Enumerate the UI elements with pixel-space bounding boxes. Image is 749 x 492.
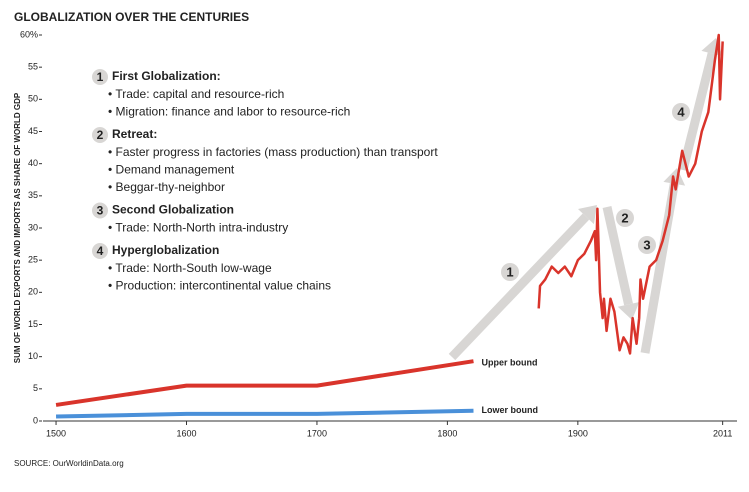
series-label: Lower bound — [481, 405, 538, 415]
y-tick-label: 15 — [28, 319, 38, 329]
arrow-shaft — [448, 213, 590, 361]
y-tick-label: 60% — [20, 29, 38, 39]
annotation-number: 2 — [97, 128, 104, 142]
x-tick-label: 2011 — [713, 428, 732, 438]
y-tick-label: 45 — [28, 126, 38, 136]
x-tick-label: 1800 — [437, 428, 457, 438]
annotation-bullet: • Migration: finance and labor to resour… — [108, 105, 350, 119]
annotation-number: 1 — [97, 70, 104, 84]
y-tick-label: 35 — [28, 190, 38, 200]
annotation-circle — [92, 69, 108, 85]
y-tick-label: 25 — [28, 255, 38, 265]
arrow-label-circle — [638, 236, 656, 254]
annotation-bullet: • Trade: North-North intra-industry — [108, 221, 288, 235]
arrow-label: 1 — [506, 264, 513, 279]
arrow-head — [577, 205, 597, 225]
y-tick-label: 0 — [33, 415, 38, 425]
annotation-heading: Hyperglobalization — [112, 243, 219, 257]
annotation-bullet: • Faster progress in factories (mass pro… — [108, 145, 438, 159]
annotation-bullet: • Trade: North-South low-wage — [108, 261, 272, 275]
x-tick-label: 1500 — [46, 428, 66, 438]
annotation-number: 4 — [97, 244, 104, 258]
annotation-circle — [92, 202, 108, 219]
annotation-bullet: • Beggar-thy-neighbor — [108, 180, 225, 194]
annotation-circle — [92, 243, 108, 259]
y-axis-label: SUM OF WORLD EXPORTS AND IMPORTS AS SHAR… — [13, 92, 22, 363]
annotation-bullet: • Demand management — [108, 163, 235, 177]
y-tick-label: 40 — [28, 158, 38, 168]
y-tick-label: 30 — [28, 222, 38, 232]
arrow-label: 2 — [621, 210, 628, 225]
arrow-label: 4 — [677, 104, 685, 119]
arrow-label-circle — [616, 209, 634, 227]
x-tick-label: 1700 — [307, 428, 327, 438]
y-tick-label: 20 — [28, 287, 38, 297]
annotation-bullet: • Trade: capital and resource-rich — [108, 87, 284, 101]
line — [537, 33, 724, 355]
x-tick-label: 1600 — [176, 428, 196, 438]
x-tick-label: 1900 — [568, 428, 588, 438]
line — [56, 408, 474, 419]
y-tick-label: 55 — [28, 62, 38, 72]
arrow-label: 3 — [643, 237, 650, 252]
annotation-heading: Second Globalization — [112, 203, 234, 217]
arrow-shaft — [678, 52, 717, 172]
arrow-label-circle — [501, 263, 519, 281]
annotation-circle — [92, 127, 108, 143]
source: SOURCE: OurWorldinData.org — [14, 459, 124, 468]
annotation-heading: Retreat: — [112, 127, 157, 141]
annotation-number: 3 — [97, 204, 104, 218]
arrow-label-circle — [672, 103, 690, 121]
arrow-head — [617, 302, 640, 320]
y-tick-label: 50 — [28, 94, 38, 104]
chart-title: GLOBALIZATION OVER THE CENTURIES — [14, 10, 249, 24]
y-tick-label: 10 — [28, 351, 38, 361]
arrow-shaft — [602, 206, 633, 306]
annotation-bullet: • Production: intercontinental value cha… — [108, 279, 331, 293]
y-tick-label: 5 — [33, 383, 38, 393]
line — [55, 359, 474, 407]
series-label: Upper bound — [481, 358, 537, 368]
annotation-heading: First Globalization: — [112, 69, 221, 83]
